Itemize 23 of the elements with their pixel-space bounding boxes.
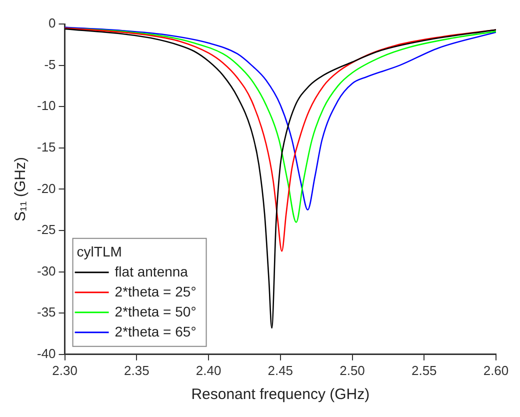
legend-label: flat antenna: [114, 263, 188, 280]
legend-title: cylTLM: [76, 243, 122, 260]
legend-label: 2*theta = 25°: [114, 283, 196, 300]
x-tick-label: 2.55: [411, 362, 437, 378]
legend-label: 2*theta = 50°: [114, 303, 196, 320]
y-tick-label: -10: [36, 98, 56, 114]
x-tick-label: 2.35: [124, 362, 150, 378]
x-tick-label: 2.40: [196, 362, 222, 378]
y-tick-label: 0: [48, 16, 56, 31]
y-tick-label: -5: [44, 56, 56, 72]
y-tick-label: -15: [36, 139, 56, 154]
y-tick-label: -20: [36, 180, 56, 196]
y-tick-label: -30: [36, 263, 56, 278]
x-tick-label: 2.60: [483, 362, 509, 378]
y-tick-label: -35: [36, 304, 56, 320]
y-axis-title: S₁₁ (GHz): [12, 157, 30, 222]
x-tick-label: 2.45: [268, 362, 294, 378]
x-axis-title: Resonant frequency (GHz): [191, 386, 370, 404]
legend-label: 2*theta = 65°: [114, 323, 196, 340]
y-tick-label: -25: [36, 222, 56, 238]
y-tick-label: -40: [36, 346, 56, 361]
x-tick-label: 2.50: [340, 362, 365, 378]
x-tick-label: 2.30: [52, 362, 78, 378]
